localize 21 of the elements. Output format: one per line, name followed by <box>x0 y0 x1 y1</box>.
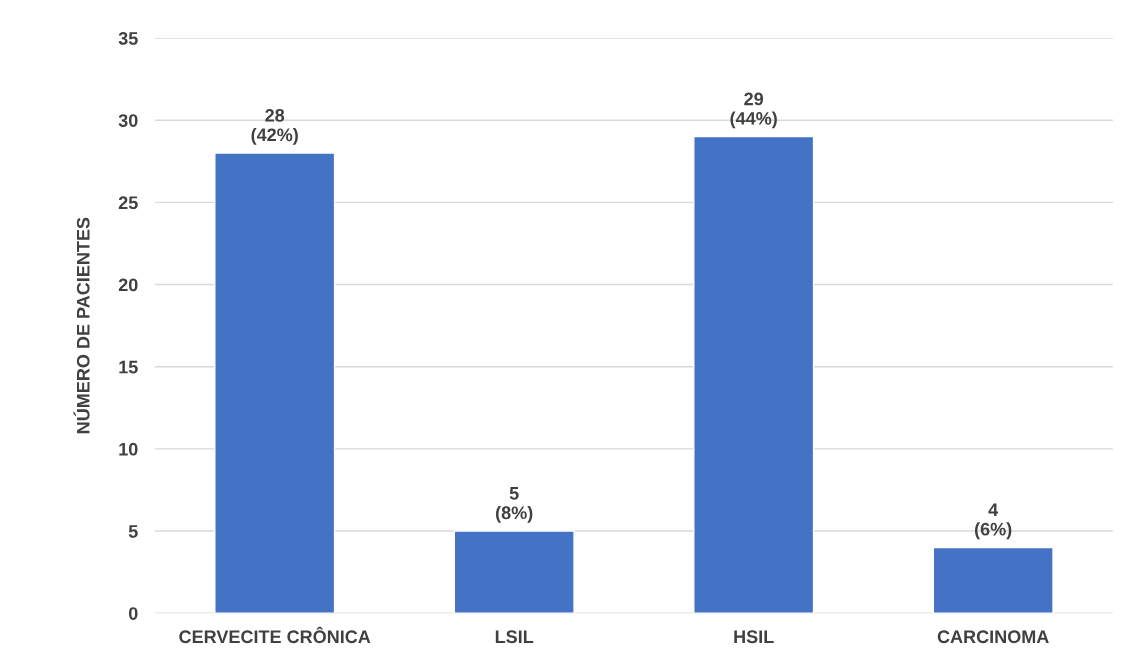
data-label: 29 (44%) <box>730 92 777 129</box>
y-tick-label: 20 <box>118 278 138 292</box>
bar <box>214 152 336 614</box>
y-tick-label: 10 <box>119 442 138 456</box>
x-tick-label: HSIL <box>734 630 774 644</box>
y-axis-title: NÚMERO DE PACIENTES <box>73 217 90 434</box>
x-tick-label: LSIL <box>495 630 534 644</box>
bar <box>453 530 575 614</box>
y-tick-label: 30 <box>118 114 138 127</box>
y-tick-label: 35 <box>118 32 138 45</box>
y-tick-label: 15 <box>119 360 138 374</box>
bar <box>693 135 815 614</box>
data-label: 28 (42%) <box>251 108 298 145</box>
data-label: 4 (6%) <box>975 503 1012 540</box>
x-tick-label: CARCINOMA <box>937 630 1049 644</box>
x-tick-label: CERVECITE CRÔNICA <box>179 626 371 644</box>
y-tick-label: 5 <box>128 525 138 538</box>
y-tick-label: 25 <box>118 196 138 210</box>
y-tick-label: 0 <box>128 607 138 620</box>
bar <box>932 546 1054 614</box>
data-label: 5 (8%) <box>496 487 533 523</box>
